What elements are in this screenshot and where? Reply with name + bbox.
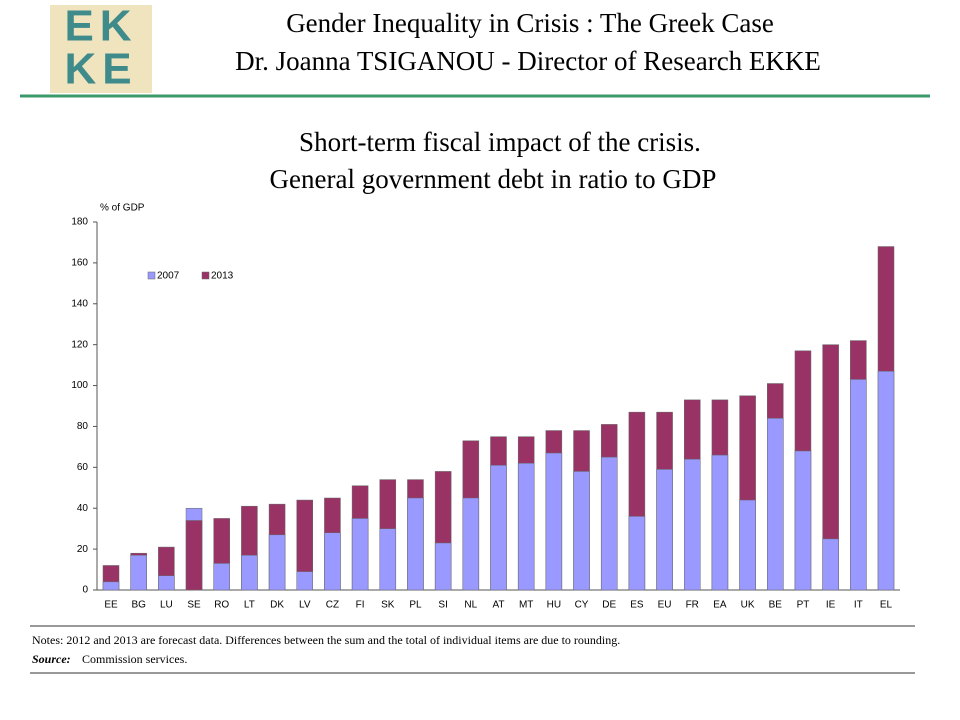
x-tick-label: EL [880, 600, 893, 611]
x-tick-label: CZ [326, 600, 339, 611]
legend-swatch [147, 271, 156, 280]
y-tick-label: 80 [77, 421, 89, 432]
x-tick-label: PT [797, 600, 810, 611]
header-subtitle: Dr. Joanna TSIGANOU - Director of Resear… [235, 46, 821, 76]
x-tick-label: EA [713, 600, 727, 611]
bar [407, 497, 424, 591]
y-tick-label: 60 [77, 462, 89, 473]
bar [379, 528, 397, 591]
x-tick-label: SE [187, 600, 201, 611]
bar [185, 520, 203, 591]
x-tick-label: IT [854, 600, 863, 611]
x-tick-label: DK [270, 600, 284, 611]
bar [573, 471, 590, 591]
bar [767, 418, 784, 591]
bar [351, 518, 369, 591]
bar [822, 538, 839, 591]
x-tick-label: FI [356, 600, 365, 611]
y-tick-label: 40 [77, 503, 89, 514]
bar [490, 465, 507, 591]
y-tick-label: 0 [82, 585, 88, 596]
x-tick-label: AT [492, 600, 504, 611]
logo-text: KE [64, 45, 137, 94]
bar [268, 534, 286, 591]
y-tick-label: 160 [71, 258, 88, 269]
y-axis-label: % of GDP [100, 203, 145, 214]
x-tick-label: MT [519, 600, 533, 611]
header-title: Gender Inequality in Crisis : The Greek … [286, 8, 774, 38]
x-tick-label: ES [630, 600, 644, 611]
bar [794, 450, 812, 591]
bar [102, 581, 120, 591]
bar [130, 554, 147, 591]
x-tick-label: LV [299, 600, 311, 611]
legend-label: 2013 [211, 271, 234, 282]
x-tick-label: CY [575, 600, 589, 611]
bar [296, 571, 313, 591]
bar [877, 370, 895, 591]
x-tick-label: UK [741, 600, 755, 611]
logo-bg [50, 5, 152, 93]
x-tick-label: BE [769, 600, 783, 611]
logo-text: EK [64, 2, 137, 51]
x-tick-label: DE [602, 600, 616, 611]
bar [600, 456, 618, 591]
x-tick-label: NL [464, 600, 477, 611]
bar [739, 499, 756, 591]
bar [434, 542, 452, 591]
x-tick-label: LU [160, 600, 173, 611]
bar [545, 452, 563, 591]
source-label: Source: [32, 652, 71, 666]
x-tick-label: PL [409, 600, 422, 611]
bar [324, 532, 341, 591]
x-tick-label: LT [244, 600, 255, 611]
bar [158, 575, 175, 591]
x-tick-label: RO [214, 600, 229, 611]
x-tick-label: IE [826, 600, 836, 611]
bar [628, 516, 646, 591]
bar [462, 497, 480, 591]
y-tick-label: 120 [71, 339, 88, 350]
bar [684, 458, 701, 591]
source-text: Commission services. [82, 652, 187, 666]
chart-subtitle: General government debt in ratio to GDP [270, 164, 717, 194]
bar [711, 454, 729, 591]
y-tick-label: 180 [71, 217, 88, 228]
x-tick-label: HU [547, 600, 561, 611]
bar [850, 379, 867, 591]
notes-text: Notes: 2012 and 2013 are forecast data. … [32, 633, 620, 647]
bar [241, 554, 258, 591]
x-tick-label: EU [658, 600, 672, 611]
y-tick-label: 20 [77, 544, 89, 555]
x-tick-label: SK [381, 600, 395, 611]
bar [656, 469, 673, 591]
bar [213, 563, 230, 591]
bar [517, 462, 535, 591]
x-tick-label: FR [686, 600, 699, 611]
legend-label: 2007 [157, 271, 180, 282]
y-tick-label: 140 [71, 298, 88, 309]
x-tick-label: SI [438, 600, 447, 611]
y-tick-label: 100 [71, 380, 88, 391]
x-tick-label: BG [131, 600, 146, 611]
legend-swatch [201, 271, 210, 280]
x-tick-label: EE [104, 600, 118, 611]
chart-title: Short-term fiscal impact of the crisis. [299, 127, 701, 157]
